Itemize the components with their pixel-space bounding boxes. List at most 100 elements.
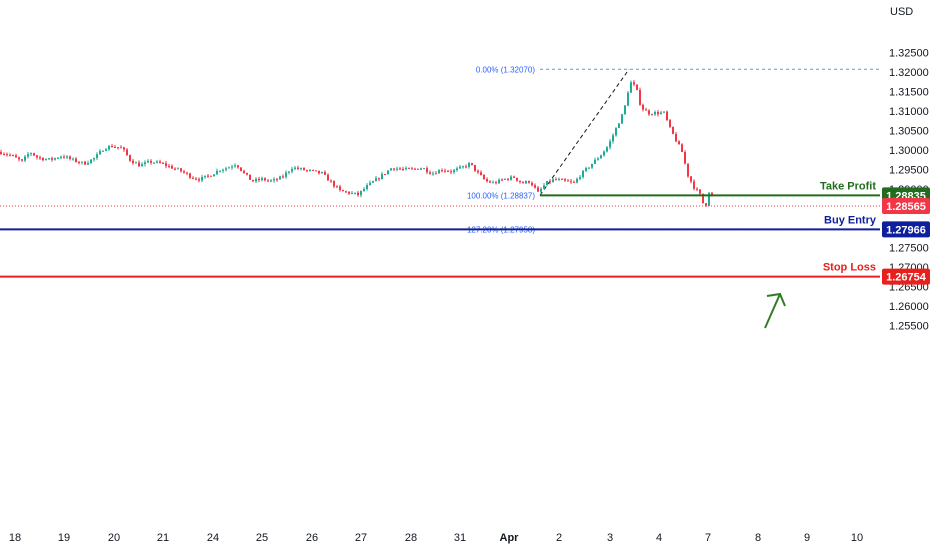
candle-body xyxy=(696,188,698,190)
candle-body xyxy=(453,170,455,173)
candle-body xyxy=(138,162,140,167)
candle-body xyxy=(585,167,587,171)
candle-body xyxy=(426,168,428,173)
candle-body xyxy=(12,155,14,157)
y-tick-label: 1.32000 xyxy=(889,67,929,79)
candle-body xyxy=(414,168,416,170)
candle-body xyxy=(282,176,284,178)
candle-body xyxy=(132,160,134,164)
candle-body xyxy=(18,157,20,160)
candle-body xyxy=(378,178,380,180)
candle-body xyxy=(285,172,287,177)
candle-body xyxy=(48,158,50,160)
candle-body xyxy=(216,170,218,175)
currency-label: USD xyxy=(890,6,913,18)
candle-body xyxy=(234,165,236,167)
candle-body xyxy=(495,182,497,184)
up-arrow[interactable] xyxy=(764,292,786,329)
x-tick-label: 28 xyxy=(405,532,417,544)
x-tick-label: 2 xyxy=(556,532,562,544)
candle-body xyxy=(330,180,332,182)
y-tick-label: 1.30000 xyxy=(889,145,929,157)
candle-body xyxy=(180,168,182,172)
candle-body xyxy=(114,147,116,149)
candle-body xyxy=(66,156,68,158)
candle-body xyxy=(177,168,179,170)
candle-body xyxy=(108,145,110,150)
current-price-tag-text: 1.28565 xyxy=(886,201,926,213)
candle-body xyxy=(345,191,347,193)
candle-body xyxy=(465,166,467,168)
candle-body xyxy=(339,186,341,190)
candle-body xyxy=(30,153,32,155)
candle-body xyxy=(531,182,533,186)
candle-body xyxy=(678,141,680,145)
x-tick-label: 3 xyxy=(607,532,613,544)
candle-body xyxy=(543,185,545,189)
candle-body xyxy=(525,180,527,184)
candle-body xyxy=(318,170,320,174)
candle-body xyxy=(528,180,530,183)
candle-body xyxy=(168,165,170,167)
time-axis: 18 19 20 21 24 25 26 27 28 31 Apr 2 3 4 7 8 9 10 xyxy=(9,532,863,544)
candle-body xyxy=(633,82,635,85)
candle-body xyxy=(435,173,437,175)
candle-body xyxy=(627,92,629,106)
candle-body xyxy=(279,176,281,180)
x-tick-label: 25 xyxy=(256,532,268,544)
candle-body xyxy=(105,149,107,151)
fibonacci-extension[interactable]: 0.00% (1.32070)100.00% (1.28837)127.20% … xyxy=(467,65,880,235)
candle-body xyxy=(387,170,389,175)
candle-body xyxy=(522,182,524,184)
candle-body xyxy=(507,178,509,180)
x-tick-label: 26 xyxy=(306,532,318,544)
candle-body xyxy=(363,188,365,191)
candle-body xyxy=(213,174,215,177)
candle-body xyxy=(444,170,446,172)
y-tick-label: 1.26000 xyxy=(889,301,929,313)
candle-body xyxy=(477,170,479,173)
candle-body xyxy=(111,145,113,148)
x-tick-label: 4 xyxy=(656,532,662,544)
x-tick-label: 9 xyxy=(804,532,810,544)
candle-body xyxy=(666,111,668,121)
candle-body xyxy=(423,168,425,170)
candle-body xyxy=(240,167,242,171)
level-label: Take Profit xyxy=(820,180,876,192)
candle-body xyxy=(420,168,422,170)
candle-body xyxy=(516,177,518,181)
candle-body xyxy=(306,170,308,172)
candle-body xyxy=(456,168,458,171)
candle-body xyxy=(474,164,476,171)
candle-body xyxy=(582,170,584,178)
candle-body xyxy=(153,162,155,164)
candle-body xyxy=(294,167,296,169)
candle-body xyxy=(297,167,299,169)
candle-body xyxy=(486,179,488,182)
candle-body xyxy=(225,168,227,170)
candle-body xyxy=(246,172,248,175)
y-tick-label: 1.31000 xyxy=(889,106,929,118)
level-label: Stop Loss xyxy=(823,262,876,274)
candle-body xyxy=(690,176,692,182)
candle-body xyxy=(129,155,131,161)
candle-body xyxy=(537,187,539,192)
candle-body xyxy=(126,149,128,156)
candle-body xyxy=(600,155,602,159)
candle-body xyxy=(51,158,53,160)
candle-body xyxy=(27,154,29,157)
candle-body xyxy=(15,155,17,158)
candle-body xyxy=(303,167,305,171)
candle-body xyxy=(36,155,38,158)
candle-body xyxy=(669,120,671,127)
candle-body xyxy=(612,135,614,142)
y-tick-label: 1.29500 xyxy=(889,165,929,177)
candle-body xyxy=(429,172,431,174)
candle-body xyxy=(630,82,632,93)
candle-body xyxy=(75,158,77,162)
candle-body xyxy=(198,179,200,181)
candle-body xyxy=(399,168,401,170)
candle-body xyxy=(33,153,35,156)
candle-body xyxy=(249,174,251,180)
